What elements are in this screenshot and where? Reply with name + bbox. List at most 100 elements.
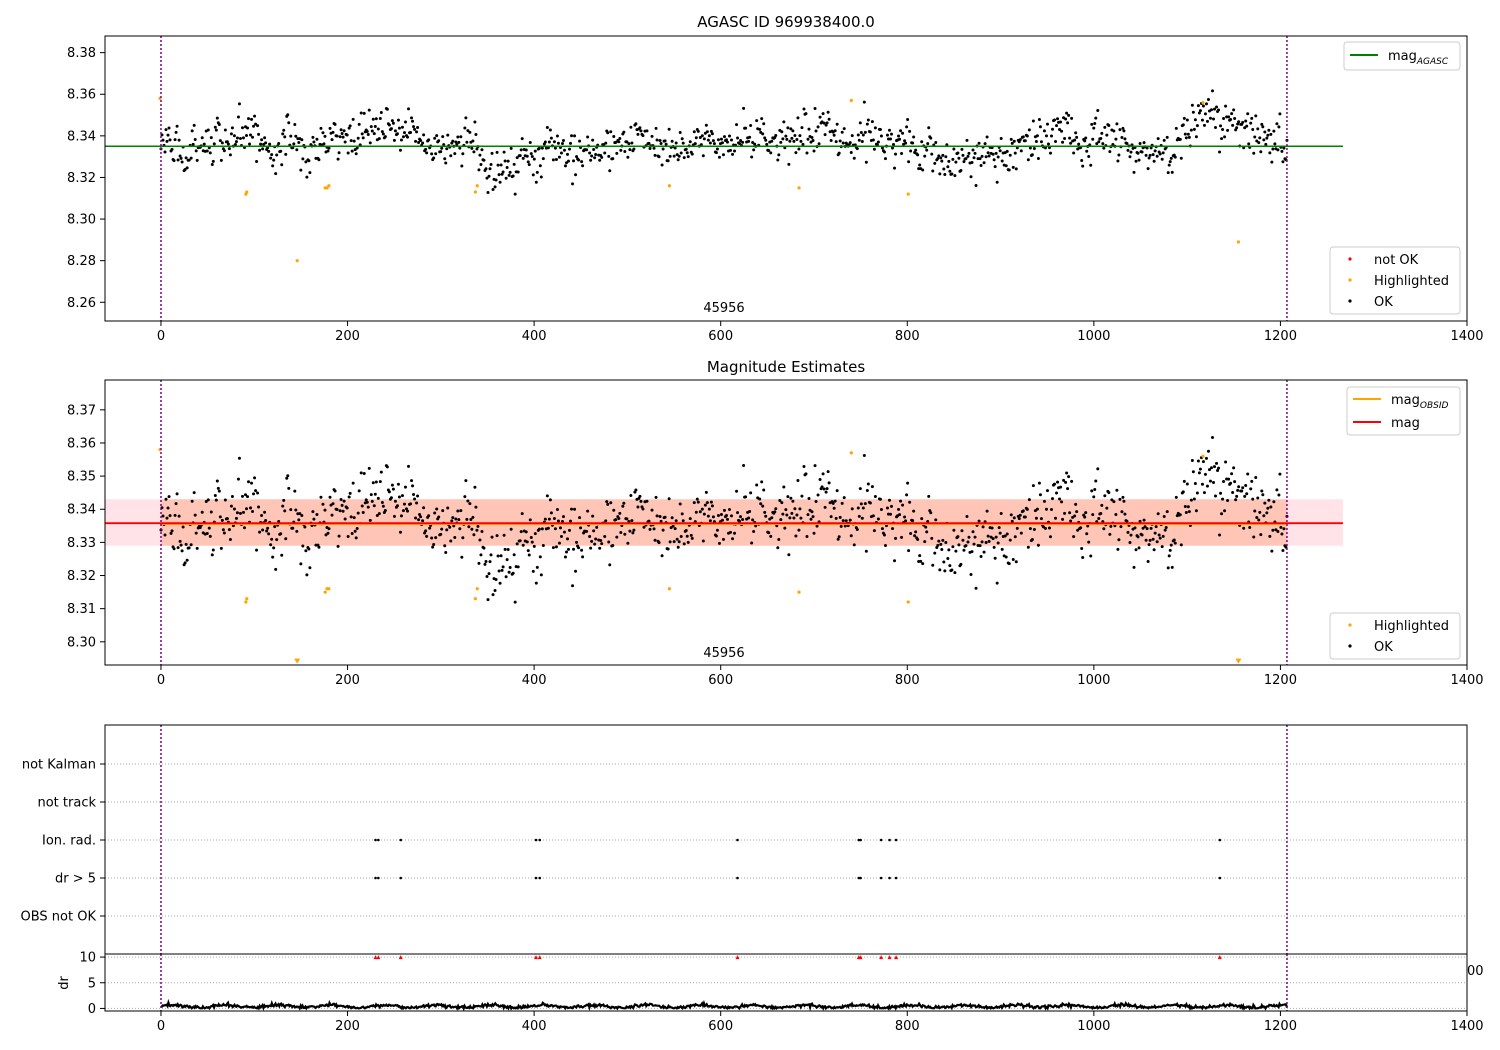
ok-point [327, 527, 331, 531]
ok-point [291, 146, 295, 150]
ok-point [293, 489, 297, 493]
ok-point [1222, 480, 1226, 484]
ok-point [983, 142, 987, 146]
ok-point [1263, 130, 1267, 134]
ok-point [960, 529, 964, 533]
ok-point [1136, 535, 1140, 539]
ok-point [488, 167, 492, 171]
ok-point [1129, 533, 1133, 537]
ok-point [333, 122, 337, 126]
ok-point [1277, 493, 1281, 497]
ok-point [238, 511, 242, 515]
ok-point [452, 524, 456, 528]
highlighted-point [1236, 240, 1241, 244]
flag-point [859, 876, 862, 880]
ok-point [195, 158, 199, 162]
ok-point [331, 502, 335, 506]
ok-point [622, 501, 626, 505]
ok-point [578, 139, 582, 143]
ok-point [389, 496, 393, 500]
ok-point [1183, 132, 1187, 136]
y-tick-label: 8.32 [67, 171, 96, 186]
ok-point [402, 131, 406, 135]
ok-point [832, 506, 836, 510]
ok-point [261, 147, 265, 151]
ok-point [1235, 494, 1239, 498]
ok-point [668, 154, 672, 158]
ok-point [704, 123, 708, 127]
ok-point [258, 148, 262, 152]
ok-point [590, 154, 594, 158]
ok-point [755, 119, 759, 123]
ok-point [763, 136, 767, 140]
ok-point [458, 527, 462, 531]
ok-point [356, 511, 360, 515]
ok-point [933, 551, 937, 555]
ok-point [572, 159, 576, 163]
ok-point [541, 543, 545, 547]
ok-point [638, 126, 642, 130]
ok-point [485, 575, 489, 579]
ok-point [750, 541, 754, 545]
ok-point [1091, 513, 1095, 517]
ok-point [183, 561, 187, 565]
ok-point [232, 134, 236, 138]
ok-point [856, 133, 860, 137]
ok-point [1053, 118, 1057, 122]
ok-point [686, 540, 690, 544]
ok-point [280, 553, 284, 557]
ok-point [172, 159, 176, 163]
ok-point [805, 151, 809, 155]
ok-point [1272, 129, 1276, 133]
ok-point [425, 151, 429, 155]
ok-point [1092, 126, 1096, 130]
ok-point [1123, 512, 1127, 516]
ok-point [659, 519, 663, 523]
ok-point [629, 493, 633, 497]
ok-point [340, 131, 344, 135]
ok-point [490, 151, 494, 155]
ok-point [841, 141, 845, 145]
ok-point [266, 526, 270, 530]
ok-point [1243, 126, 1247, 130]
ok-point [1203, 472, 1207, 476]
ok-point [322, 142, 326, 146]
ok-point [793, 507, 797, 511]
ok-point [948, 169, 952, 173]
ok-point [648, 527, 652, 531]
flag-point [399, 876, 403, 880]
ok-point [600, 155, 604, 159]
ok-point [1173, 541, 1177, 545]
ok-point [1165, 510, 1169, 514]
ok-point [1146, 167, 1150, 171]
ok-point [297, 141, 301, 145]
ok-point [1013, 151, 1017, 155]
ok-point [383, 135, 387, 139]
ok-point [1179, 156, 1183, 160]
ok-point [675, 153, 679, 157]
ok-point [521, 156, 525, 160]
ok-point [1253, 135, 1257, 139]
x-tick-label: 1400 [1450, 673, 1483, 688]
ok-point [457, 518, 461, 522]
ok-point [1236, 122, 1240, 126]
ok-point [742, 463, 746, 467]
ok-point [1200, 482, 1204, 486]
ok-point [1276, 530, 1280, 534]
ok-point [1077, 142, 1081, 146]
ok-point [641, 507, 645, 511]
ok-point [681, 141, 685, 145]
y-tick-label: 8.34 [67, 129, 96, 144]
ok-point [962, 160, 966, 164]
ok-point [1066, 487, 1070, 491]
ok-point [1254, 114, 1258, 118]
ok-point [966, 540, 970, 544]
ok-point [694, 510, 698, 514]
ok-point [237, 456, 241, 460]
ok-point [933, 161, 937, 165]
ok-point [217, 123, 221, 127]
ok-point [1048, 535, 1052, 539]
ok-point [414, 139, 418, 143]
flag-category-label: Ion. rad. [42, 834, 96, 849]
ok-point [950, 568, 954, 572]
